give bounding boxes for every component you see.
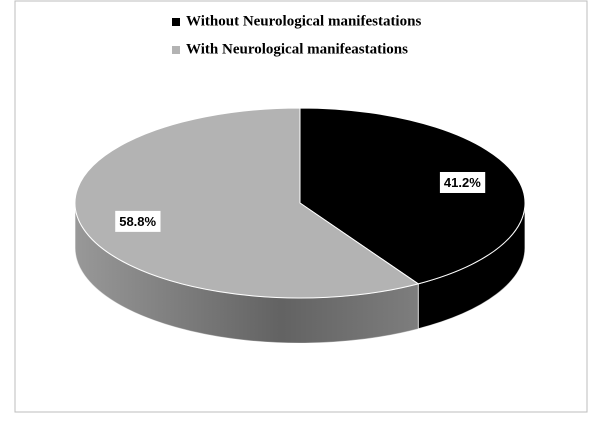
legend-swatch xyxy=(172,18,180,26)
legend-swatch xyxy=(172,46,180,54)
legend-label: Without Neurological manifestations xyxy=(186,13,421,29)
slice-side-shade xyxy=(75,203,419,344)
legend-label: With Neurological manifeastations xyxy=(186,41,408,57)
value-label: 58.8% xyxy=(119,214,156,229)
slice-side-shade xyxy=(418,203,525,329)
value-label-box xyxy=(439,171,486,193)
pie-slice xyxy=(74,107,420,299)
chart-frame xyxy=(14,0,588,413)
pie-slice xyxy=(299,107,526,285)
value-label: 41.2% xyxy=(444,175,481,190)
value-label-box xyxy=(115,210,161,232)
